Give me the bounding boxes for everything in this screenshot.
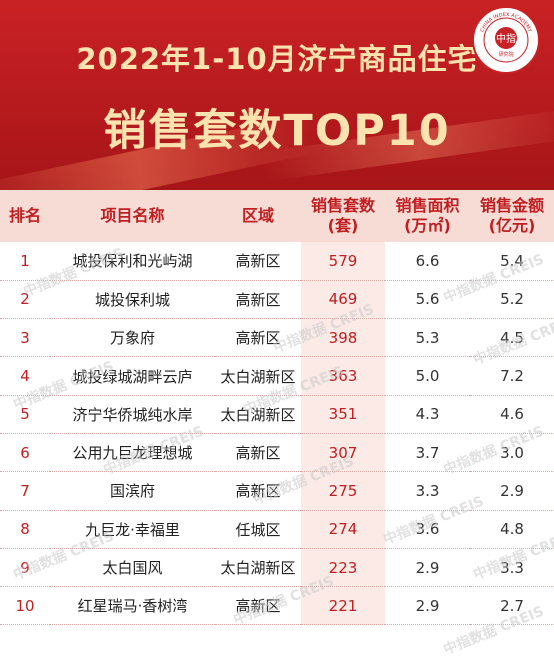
- floor-area-cell: 2.9: [385, 548, 470, 588]
- header-banner: 2022年1-10月济宁商品住宅 销售套数TOP10 中指 研究院 CHINA …: [0, 0, 554, 190]
- title-line-1: 2022年1-10月济宁商品住宅: [76, 42, 478, 76]
- rank-cell: 9: [0, 548, 50, 588]
- units-cell: 579: [301, 242, 385, 281]
- floor-area-cell: 5.3: [385, 318, 470, 358]
- units-cell: 351: [301, 395, 385, 434]
- rank-cell: 3: [0, 318, 50, 358]
- table-row: 2 城投保利城 高新区 469 5.6 5.2: [0, 280, 554, 320]
- area-cell: 太白湖新区: [215, 395, 301, 434]
- floor-area-cell: 6.6: [385, 242, 470, 281]
- project-name-cell: 红星瑞马·香树湾: [50, 586, 215, 626]
- rank-cell: 2: [0, 280, 50, 320]
- amount-cell: 3.0: [470, 433, 554, 473]
- area-cell: 高新区: [215, 318, 301, 358]
- table-row: 4 城投绿城湖畔云庐 太白湖新区 363 5.0 7.2: [0, 356, 554, 396]
- amount-cell: 4.5: [470, 318, 554, 358]
- project-name-cell: 城投保利城: [50, 280, 215, 320]
- header-project-name: 项目名称: [100, 206, 165, 225]
- header-rank: 排名: [8, 206, 41, 225]
- rank-cell: 5: [0, 395, 50, 434]
- table-row: 5 济宁华侨城纯水岸 太白湖新区 351 4.3 4.6: [0, 395, 554, 434]
- area-cell: 高新区: [215, 242, 301, 281]
- amount-cell: 3.3: [470, 548, 554, 588]
- table-row: 9 太白国风 太白湖新区 223 2.9 3.3: [0, 548, 554, 588]
- project-name-cell: 国滨府: [50, 471, 215, 511]
- area-cell: 太白湖新区: [215, 548, 301, 588]
- units-cell: 398: [301, 318, 385, 358]
- units-cell: 274: [301, 510, 385, 549]
- project-name-cell: 公用九巨龙理想城: [50, 433, 215, 473]
- area-cell: 高新区: [215, 586, 301, 626]
- rank-cell: 7: [0, 471, 50, 511]
- rank-cell: 6: [0, 433, 50, 473]
- rank-cell: 10: [0, 586, 50, 626]
- units-cell: 307: [301, 433, 385, 473]
- rank-cell: 8: [0, 510, 50, 549]
- rank-cell: 1: [0, 242, 50, 281]
- area-cell: 高新区: [215, 280, 301, 320]
- top10-table: 排名 项目名称 区域 销售套数 (套) 销售面积 (万㎡) 销售金额 (亿元) 1 城投…: [0, 190, 554, 626]
- area-cell: 任城区: [215, 510, 301, 549]
- floor-area-cell: 5.0: [385, 356, 470, 396]
- amount-cell: 5.2: [470, 280, 554, 320]
- units-cell: 221: [301, 586, 385, 626]
- project-name-cell: 济宁华侨城纯水岸: [50, 395, 215, 434]
- logo-text: 中指: [496, 32, 516, 45]
- header-area: 区域: [241, 206, 274, 225]
- floor-area-cell: 2.9: [385, 586, 470, 626]
- table-row: 7 国滨府 高新区 275 3.3 2.9: [0, 471, 554, 511]
- table-row: 8 九巨龙·幸福里 任城区 274 3.6 4.8: [0, 510, 554, 549]
- amount-cell: 4.8: [470, 510, 554, 549]
- header-floor-area: 销售面积 (万㎡): [395, 196, 460, 235]
- floor-area-cell: 3.3: [385, 471, 470, 511]
- header-units: 销售套数 (套): [310, 196, 375, 235]
- area-cell: 高新区: [215, 471, 301, 511]
- amount-cell: 7.2: [470, 356, 554, 396]
- amount-cell: 5.4: [470, 242, 554, 281]
- amount-cell: 2.7: [470, 586, 554, 626]
- logo-sub-text: 研究院: [498, 51, 513, 58]
- rank-cell: 4: [0, 356, 50, 396]
- units-cell: 223: [301, 548, 385, 588]
- table-row: 3 万象府 高新区 398 5.3 4.5: [0, 318, 554, 358]
- units-cell: 469: [301, 280, 385, 320]
- floor-area-cell: 5.6: [385, 280, 470, 320]
- table-row: 10 红星瑞马·香树湾 高新区 221 2.9 2.7: [0, 586, 554, 626]
- project-name-cell: 城投绿城湖畔云庐: [50, 356, 215, 396]
- project-name-cell: 九巨龙·幸福里: [50, 510, 215, 549]
- china-index-academy-logo: 中指 研究院 CHINA INDEX ACADEMY: [472, 6, 540, 74]
- table-row: 1 城投保利和光屿湖 高新区 579 6.6 5.4: [0, 242, 554, 281]
- table-header-row: 排名 项目名称 区域 销售套数 (套) 销售面积 (万㎡) 销售金额 (亿元): [0, 190, 554, 242]
- area-cell: 太白湖新区: [215, 356, 301, 396]
- amount-cell: 2.9: [470, 471, 554, 511]
- units-cell: 275: [301, 471, 385, 511]
- area-cell: 高新区: [215, 433, 301, 473]
- table-row: 6 公用九巨龙理想城 高新区 307 3.7 3.0: [0, 433, 554, 473]
- floor-area-cell: 3.7: [385, 433, 470, 473]
- floor-area-cell: 4.3: [385, 395, 470, 434]
- project-name-cell: 城投保利和光屿湖: [50, 242, 215, 281]
- project-name-cell: 万象府: [50, 318, 215, 358]
- project-name-cell: 太白国风: [50, 548, 215, 588]
- header-amount: 销售金额 (亿元): [479, 196, 544, 235]
- amount-cell: 4.6: [470, 395, 554, 434]
- title-line-2: 销售套数TOP10: [103, 106, 451, 156]
- floor-area-cell: 3.6: [385, 510, 470, 549]
- units-cell: 363: [301, 356, 385, 396]
